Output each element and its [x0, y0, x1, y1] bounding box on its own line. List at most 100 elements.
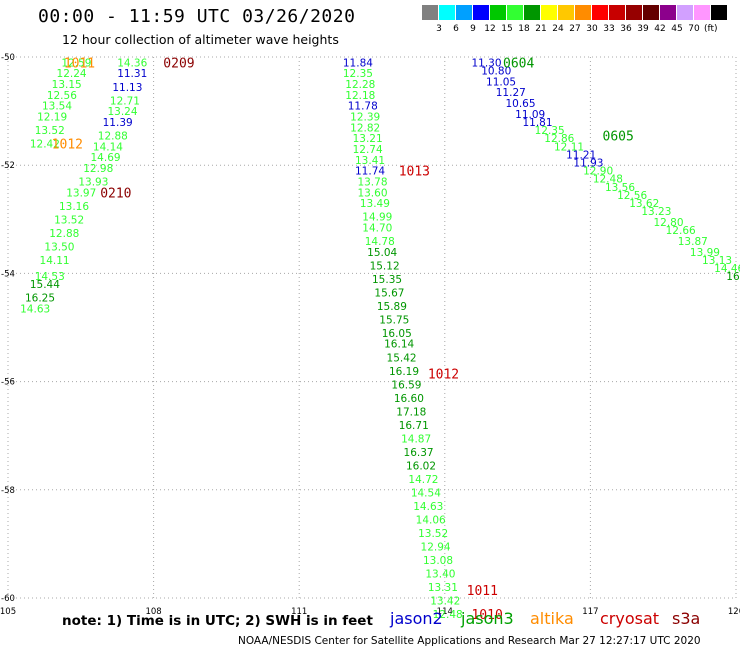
colorbar-label: 39: [637, 24, 649, 34]
x-tick-label: 108: [145, 607, 161, 617]
wave-height-label: 10.65: [505, 98, 535, 110]
wave-height-label: 13.52: [418, 528, 448, 540]
colorbar-swatch: [524, 5, 541, 20]
wave-height-label: 14.72: [408, 474, 438, 486]
colorbar-swatch: [609, 5, 626, 20]
y-tick-label: -60: [1, 594, 15, 604]
wave-height-label: 12.39: [350, 112, 380, 124]
wave-height-label: 16.37: [404, 447, 434, 459]
x-tick-label: 111: [291, 607, 307, 617]
colorbar-swatch: [558, 5, 575, 20]
colorbar-label: 12: [484, 24, 496, 34]
wave-height-label: 11.27: [496, 87, 526, 99]
wave-height-label: 14.87: [401, 433, 431, 445]
wave-height-label: 15.12: [370, 260, 400, 272]
colorbar-label: 3: [436, 24, 442, 34]
pass-time-label: 0604: [503, 56, 534, 71]
wave-height-label: 14.36: [117, 57, 147, 69]
wave-height-label: 13.24: [107, 106, 137, 118]
wave-height-label: 11.81: [522, 117, 552, 129]
footer-credit: NOAA/NESDIS Center for Satellite Applica…: [238, 635, 701, 647]
wave-height-label: 13.08: [423, 555, 453, 567]
wave-height-label: 13.99: [690, 247, 720, 259]
wave-height-label: 14.14: [93, 141, 123, 153]
wave-height-label: 13.31: [428, 582, 458, 594]
wave-height-label: 11.30: [471, 57, 501, 69]
colorbar-swatch: [439, 5, 456, 20]
wave-height-label: 15.35: [372, 274, 402, 286]
colorbar-label: 9: [470, 24, 476, 34]
wave-height-label: 14.63: [20, 304, 50, 316]
colorbar-swatch: [575, 5, 592, 20]
colorbar-swatch: [456, 5, 473, 20]
y-tick-label: -58: [1, 486, 15, 496]
wave-height-label: 13.50: [44, 241, 74, 253]
colorbar-swatch: [541, 5, 558, 20]
wave-height-label: 10.80: [481, 66, 511, 78]
wave-height-label: 12.19: [37, 112, 67, 124]
wave-height-label: 14.63: [413, 501, 443, 513]
colorbar-label: 70: [688, 24, 700, 34]
wave-height-label: 13.52: [54, 214, 84, 226]
wave-height-label: 14.99: [362, 212, 392, 224]
page-subtitle: 12 hour collection of altimeter wave hei…: [62, 32, 339, 47]
wave-height-label: 16.25: [25, 293, 55, 305]
wave-height-label: 13.56: [605, 182, 635, 194]
wave-height-label: 12.98: [83, 163, 113, 175]
wave-height-label: 12.48: [593, 174, 623, 186]
wave-height-label: 15.75: [379, 314, 409, 326]
wave-height-label: 11.39: [103, 117, 133, 129]
colorbar-swatch: [422, 5, 439, 20]
wave-height-label: 13.42: [430, 596, 460, 608]
wave-height-label: 11.09: [515, 109, 545, 121]
y-tick-label: -50: [1, 53, 15, 63]
wave-height-label: 12.88: [49, 228, 79, 240]
wave-height-label: 13.23: [641, 206, 671, 218]
colorbar-swatch: [643, 5, 660, 20]
wave-height-label: 12.11: [554, 141, 584, 153]
legend-jason3: jason3: [461, 609, 514, 628]
colorbar-label: 45: [671, 24, 683, 34]
wave-height-label: 13.97: [66, 187, 96, 199]
wave-height-label: 11.21: [566, 149, 596, 161]
wave-height-label: 15.42: [387, 352, 417, 364]
colorbar-swatch: [626, 5, 643, 20]
wave-height-label: 15.04: [367, 247, 397, 259]
wave-height-label: 11.84: [343, 57, 373, 69]
wave-height-label: 15.67: [374, 287, 404, 299]
wave-height-label: 13.13: [702, 255, 732, 267]
footer-note: note: 1) Time is in UTC; 2) SWH is in fe…: [62, 613, 373, 629]
wave-height-label: 16.05: [382, 328, 412, 340]
colorbar-swatch: [694, 5, 711, 20]
wave-height-label: 12.71: [110, 95, 140, 107]
wave-height-label: 12.56: [47, 90, 77, 102]
wave-height-label: 12.74: [353, 144, 383, 156]
wave-height-label: 16.71: [399, 420, 429, 432]
wave-height-label: 17.18: [396, 406, 426, 418]
pass-time-label: 1011: [467, 584, 498, 599]
y-tick-label: -54: [1, 269, 15, 279]
pass-time-label: 1010: [471, 608, 502, 623]
legend-cryosat: cryosat: [600, 609, 660, 628]
wave-height-label: 11.13: [112, 82, 142, 94]
colorbar-label: 33: [603, 24, 615, 34]
wave-height-label: 11.05: [486, 76, 516, 88]
colorbar-swatch: [507, 5, 524, 20]
wave-height-label: 16.59: [391, 379, 421, 391]
pass-time-label: 1012: [52, 138, 83, 153]
wave-height-label: 12.35: [343, 68, 373, 80]
wave-height-label: 12.66: [666, 225, 696, 237]
wave-height-label: 14.54: [411, 488, 441, 500]
wave-height-label: 12.88: [98, 130, 128, 142]
colorbar-label: 18: [518, 24, 530, 34]
wave-height-label: 12.56: [617, 190, 647, 202]
wave-height-label: 12.90: [583, 166, 613, 178]
wave-height-label: 12.18: [345, 90, 375, 102]
colorbar-swatch: [473, 5, 490, 20]
colorbar-label: 36: [620, 24, 632, 34]
legend-altika: altika: [530, 609, 574, 628]
wave-height-label: 14.46: [714, 263, 740, 275]
x-tick-label: 117: [582, 607, 598, 617]
colorbar-swatch: [592, 5, 609, 20]
